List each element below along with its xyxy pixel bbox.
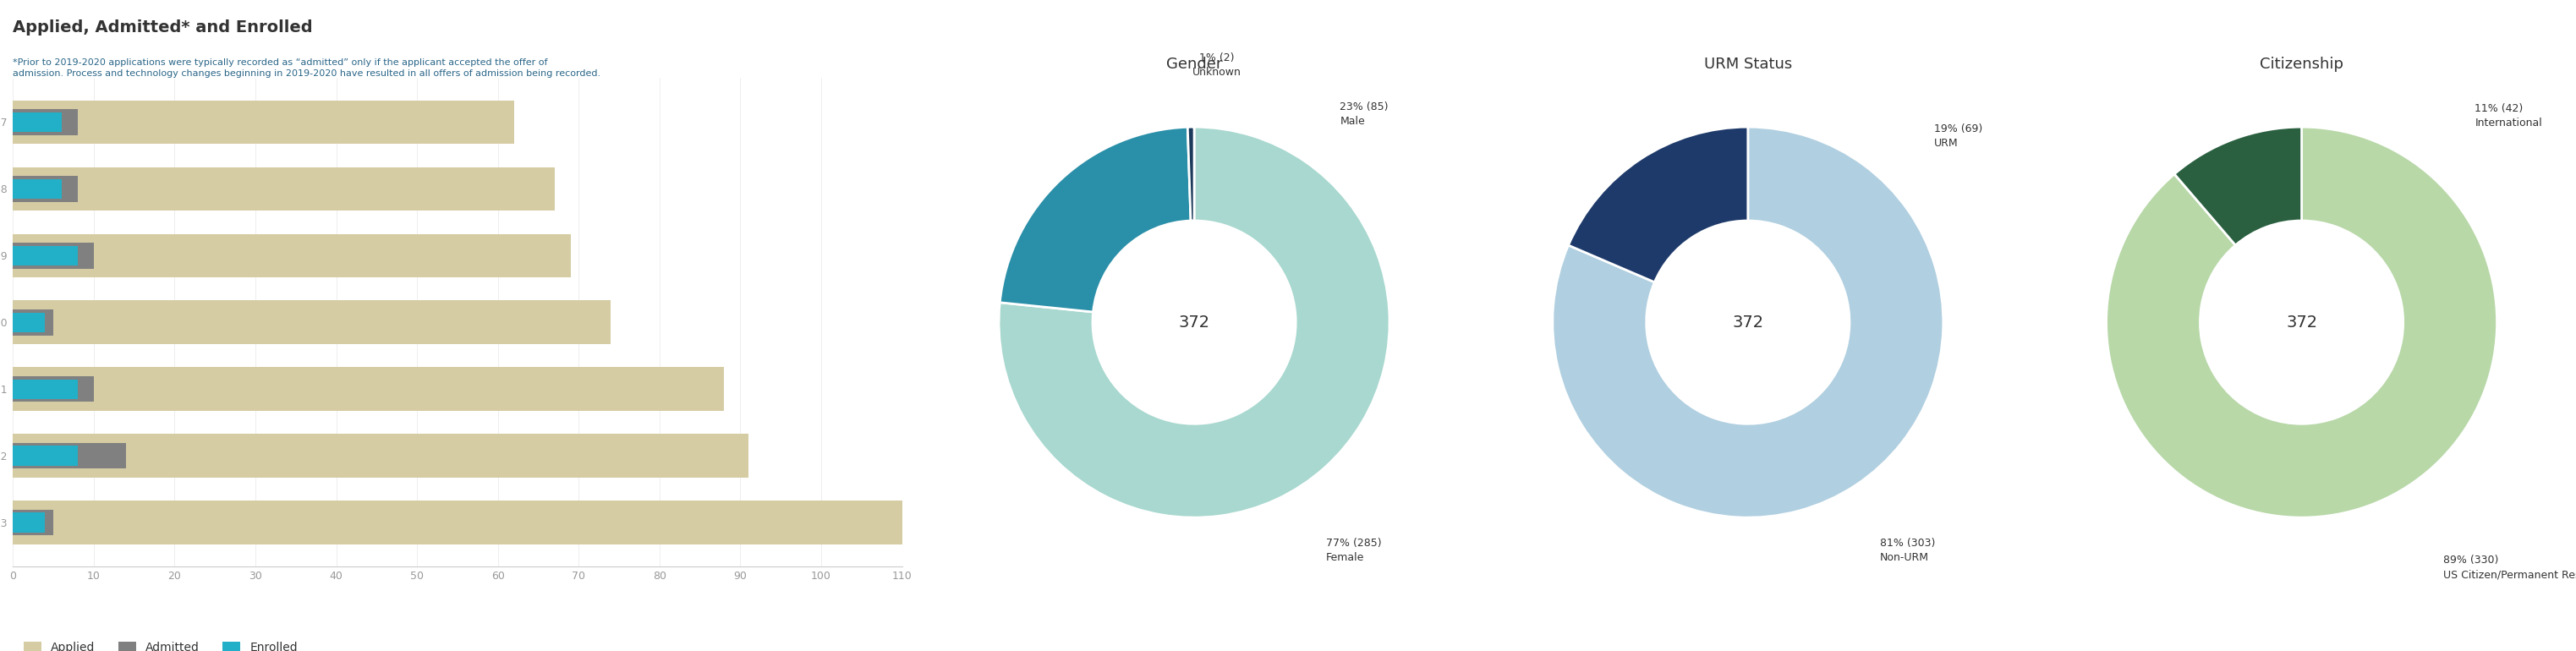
Bar [13,434,750,477]
Bar [13,109,77,135]
Bar [13,245,77,265]
Bar [13,301,611,344]
Wedge shape [999,127,1190,312]
Text: 81% (303)
Non-URM: 81% (303) Non-URM [1880,538,1935,563]
Bar [13,100,515,144]
Text: 372: 372 [1731,314,1765,330]
Bar [13,513,46,533]
Title: URM Status: URM Status [1703,57,1793,72]
Legend: Applied, Admitted, Enrolled: Applied, Admitted, Enrolled [18,637,301,651]
Bar [13,380,77,399]
Text: 23% (85)
Male: 23% (85) Male [1340,102,1388,127]
Wedge shape [2107,127,2496,518]
Bar [13,446,77,465]
Bar [13,112,62,132]
Bar [13,234,569,277]
Bar [13,176,77,202]
Text: 1% (2)
Unknown: 1% (2) Unknown [1193,53,1242,78]
Bar [13,510,54,536]
Bar [13,501,902,544]
Text: 372: 372 [2285,314,2318,330]
Wedge shape [2174,127,2300,245]
Bar [13,367,724,411]
Bar [13,376,93,402]
Bar [13,443,126,469]
Wedge shape [999,127,1388,518]
Bar [13,167,554,210]
Text: 19% (69)
URM: 19% (69) URM [1935,123,1984,148]
Text: 89% (330)
US Citizen/Permanent Resident: 89% (330) US Citizen/Permanent Resident [2442,555,2576,580]
Text: 11% (42)
International: 11% (42) International [2476,103,2543,128]
Title: Gender: Gender [1167,57,1221,72]
Bar [13,179,62,199]
Text: Applied, Admitted* and Enrolled: Applied, Admitted* and Enrolled [13,20,312,36]
Wedge shape [1569,127,1749,282]
Text: 77% (285)
Female: 77% (285) Female [1327,538,1381,563]
Bar [13,312,46,332]
Bar [13,309,54,335]
Text: 372: 372 [1177,314,1211,330]
Title: Citizenship: Citizenship [2259,57,2344,72]
Text: *Prior to 2019-2020 applications were typically recorded as “admitted” only if t: *Prior to 2019-2020 applications were ty… [13,59,600,78]
Wedge shape [1553,127,1942,518]
Wedge shape [1188,127,1195,221]
Bar [13,242,93,268]
